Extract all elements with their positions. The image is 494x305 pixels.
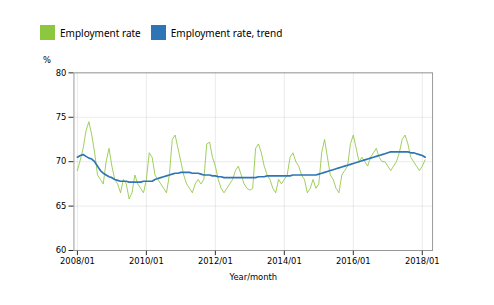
svg-text:75: 75: [56, 112, 67, 122]
svg-text:70: 70: [56, 156, 67, 166]
html-text:Employment rate: Employment rate: [60, 25, 141, 40]
svg-text:2016/01: 2016/01: [336, 256, 371, 266]
svg-text:2012/01: 2012/01: [198, 256, 233, 266]
svg-text:2010/01: 2010/01: [129, 256, 164, 266]
svg-text:%: %: [43, 55, 51, 65]
svg-text:80: 80: [56, 68, 67, 78]
html-text:Employment rate, trend: Employment rate, trend: [170, 25, 283, 40]
svg-text:Year/month: Year/month: [228, 272, 277, 282]
svg-text:2008/01: 2008/01: [60, 256, 95, 266]
svg-text:65: 65: [56, 201, 67, 211]
svg-text:2018/01: 2018/01: [405, 256, 440, 266]
svg-text:60: 60: [56, 245, 67, 255]
svg-text:2014/01: 2014/01: [267, 256, 302, 266]
